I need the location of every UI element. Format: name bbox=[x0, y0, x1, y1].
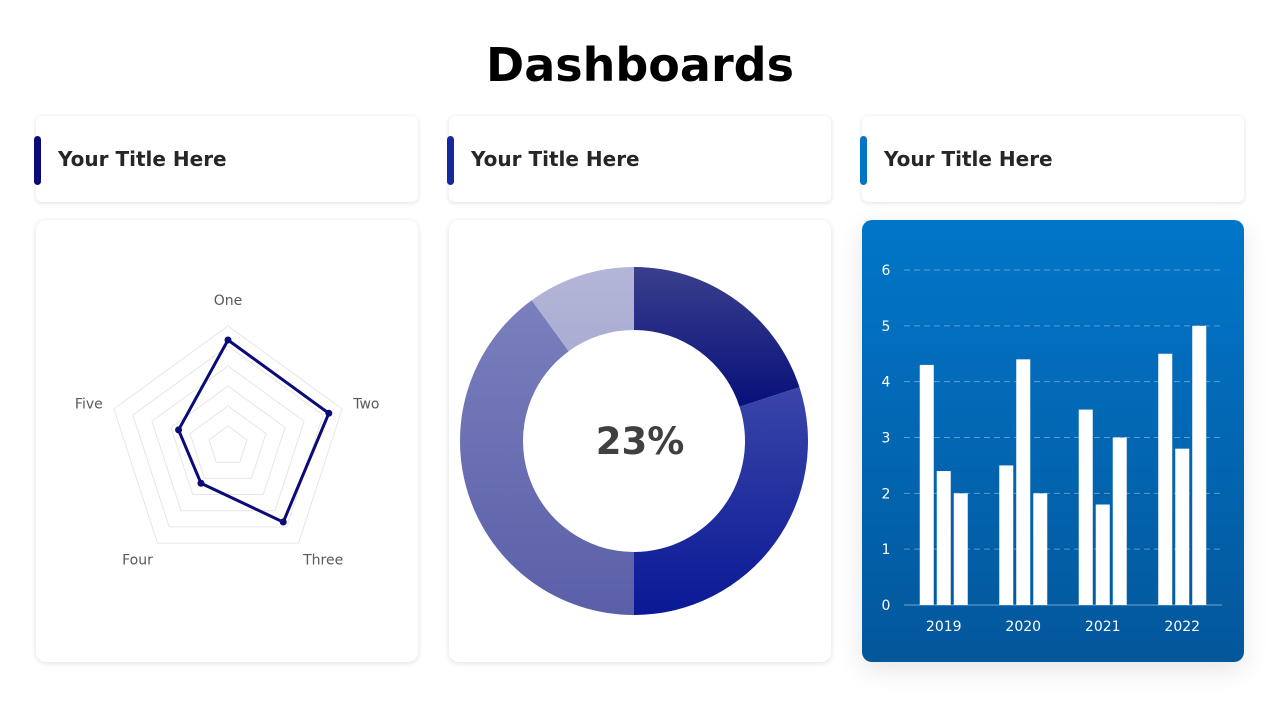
bar bbox=[1033, 493, 1048, 605]
radar-grid-ring bbox=[113, 325, 343, 544]
radar-grid-ring bbox=[208, 425, 248, 463]
card-title-2: Your Title Here bbox=[447, 116, 831, 202]
y-tick-label: 5 bbox=[882, 319, 891, 335]
y-tick-label: 6 bbox=[882, 263, 891, 279]
radar-point bbox=[325, 409, 333, 417]
bar bbox=[953, 493, 968, 605]
radar-axis-label: One bbox=[214, 293, 243, 309]
radar-axis-label: Four bbox=[122, 553, 153, 569]
card-title-label: Your Title Here bbox=[471, 147, 640, 171]
bar bbox=[1078, 409, 1093, 605]
donut-segment bbox=[531, 267, 634, 352]
y-tick-label: 2 bbox=[882, 486, 891, 502]
radar-point bbox=[175, 426, 183, 434]
radar-grid-ring bbox=[132, 345, 324, 528]
radar-point bbox=[279, 518, 287, 526]
accent-bar bbox=[447, 136, 454, 185]
bar bbox=[1175, 448, 1190, 605]
y-tick-label: 1 bbox=[882, 542, 891, 558]
card-title-1: Your Title Here bbox=[34, 116, 418, 202]
radar-axis-label: Five bbox=[75, 396, 103, 412]
donut-chart-panel: 23% bbox=[449, 220, 831, 662]
x-tick-label: 2021 bbox=[1085, 619, 1121, 635]
radar-point bbox=[224, 336, 232, 344]
accent-bar bbox=[860, 136, 867, 185]
y-tick-label: 4 bbox=[882, 375, 891, 391]
donut-segment bbox=[634, 267, 800, 407]
x-tick-label: 2022 bbox=[1164, 619, 1200, 635]
radar-point bbox=[197, 479, 205, 487]
bar-chart-panel: 0 1 2 3 4 5 6 2019 2020 2021 2022 bbox=[862, 220, 1244, 662]
bar bbox=[1095, 504, 1110, 605]
bar bbox=[919, 364, 934, 605]
radar-grid-ring bbox=[189, 405, 267, 479]
radar-chart: One Two Three Four Five bbox=[75, 293, 380, 569]
radar-series-line bbox=[176, 337, 331, 525]
y-tick-label: 0 bbox=[882, 598, 891, 614]
donut-segment bbox=[634, 387, 808, 615]
bar bbox=[1192, 325, 1207, 605]
accent-bar bbox=[34, 136, 41, 185]
radar-chart-panel: One Two Three Four Five bbox=[36, 220, 418, 662]
donut-center-value: 23% bbox=[595, 420, 685, 463]
donut-segment bbox=[460, 300, 634, 615]
bar bbox=[936, 471, 951, 605]
y-tick-label: 3 bbox=[882, 431, 891, 447]
bar-chart: 0 1 2 3 4 5 6 2019 2020 2021 2022 bbox=[882, 263, 1222, 635]
bar bbox=[999, 465, 1014, 605]
donut-chart bbox=[460, 267, 808, 615]
radar-axis-label: Three bbox=[302, 553, 343, 569]
bar bbox=[1158, 353, 1173, 605]
page-title: Dashboards bbox=[486, 38, 794, 92]
bar bbox=[1016, 359, 1031, 605]
radar-axis-label: Two bbox=[352, 396, 379, 412]
card-title-label: Your Title Here bbox=[58, 147, 227, 171]
card-title-3: Your Title Here bbox=[860, 116, 1244, 202]
card-title-label: Your Title Here bbox=[884, 147, 1053, 171]
x-tick-label: 2019 bbox=[926, 619, 962, 635]
x-tick-label: 2020 bbox=[1005, 619, 1041, 635]
radar-grid-ring bbox=[151, 365, 305, 512]
bar bbox=[1112, 437, 1127, 605]
